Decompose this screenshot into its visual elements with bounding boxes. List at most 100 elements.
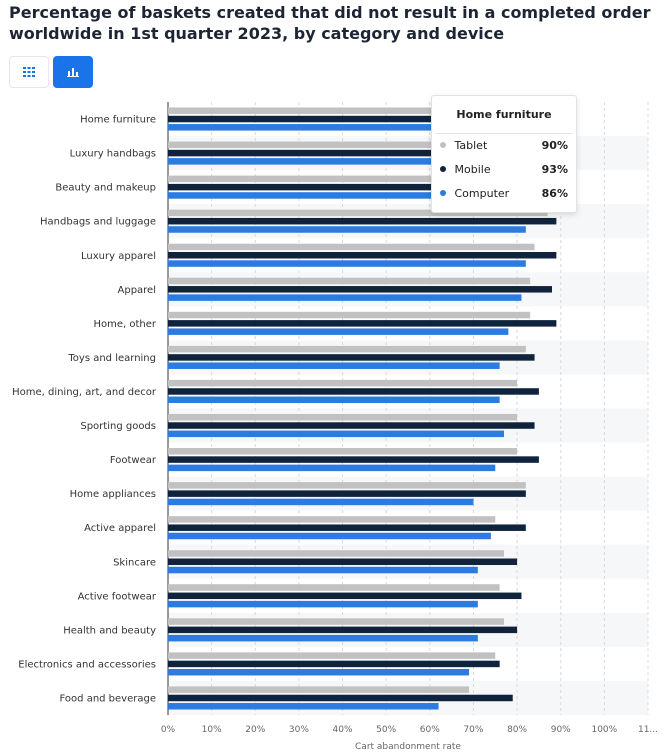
tablet-legend-dot — [440, 142, 446, 148]
category-label: Sporting goods — [80, 421, 156, 432]
tooltip-value: 93% — [541, 163, 568, 176]
bar-computer[interactable] — [168, 703, 439, 710]
bar-computer[interactable] — [168, 634, 478, 642]
tooltip-row-mobile: Mobile 93% — [432, 158, 576, 182]
category-label: Home furniture — [80, 115, 156, 126]
bar-mobile[interactable] — [168, 660, 500, 668]
tooltip-value: 86% — [541, 187, 568, 200]
category-label: Health and beauty — [63, 625, 156, 636]
bar-chart-icon — [67, 68, 79, 77]
bar-tablet[interactable] — [168, 175, 548, 183]
bar-mobile[interactable] — [168, 592, 522, 600]
bar-tablet[interactable] — [168, 482, 526, 489]
bar-computer[interactable] — [168, 260, 526, 267]
tooltip-row-tablet: Tablet 90% — [432, 134, 576, 158]
x-tick-label: 10% — [202, 725, 222, 735]
x-tick-label: 100% — [591, 725, 617, 735]
x-tick-label: 30% — [289, 725, 309, 735]
bar-mobile[interactable] — [168, 252, 557, 259]
category-label: Skincare — [113, 557, 156, 568]
category-label: Active footwear — [78, 591, 157, 602]
bar-tablet[interactable] — [168, 516, 496, 523]
bar-mobile[interactable] — [168, 286, 552, 293]
tooltip-label: Mobile — [454, 163, 491, 176]
bar-computer[interactable] — [168, 430, 504, 438]
tooltip-title: Home furniture — [436, 96, 572, 134]
category-label: Apparel — [118, 285, 157, 296]
bar-computer[interactable] — [168, 158, 539, 165]
bar-computer[interactable] — [168, 396, 500, 404]
tooltip-value: 90% — [541, 139, 568, 152]
bar-tablet[interactable] — [168, 277, 531, 285]
x-tick-label: 80% — [507, 725, 527, 735]
bar-mobile[interactable] — [168, 558, 518, 566]
grid-icon — [23, 67, 35, 77]
bar-mobile[interactable] — [168, 149, 566, 157]
category-label: Electronics and accessories — [18, 659, 156, 670]
category-label: Luxury handbags — [70, 149, 156, 160]
x-axis-label: Cart abandonment rate — [355, 742, 461, 752]
bar-computer[interactable] — [168, 192, 535, 199]
category-label: Home, other — [93, 319, 156, 330]
bar-mobile[interactable] — [168, 320, 557, 327]
bar-tablet[interactable] — [168, 686, 470, 693]
bar-computer[interactable] — [168, 294, 522, 301]
bar-computer[interactable] — [168, 532, 491, 540]
bar-tablet[interactable] — [168, 618, 504, 625]
x-tick-label: 40% — [333, 725, 353, 735]
bar-tablet[interactable] — [168, 379, 518, 387]
x-tick-label: 11... — [638, 725, 658, 735]
bar-tablet[interactable] — [168, 448, 518, 455]
bar-tablet[interactable] — [168, 209, 548, 217]
bar-computer[interactable] — [168, 566, 478, 574]
category-label: Home appliances — [70, 489, 156, 500]
category-label: Beauty and makeup — [55, 183, 156, 194]
bar-mobile[interactable] — [168, 354, 535, 361]
bar-mobile[interactable] — [168, 626, 518, 634]
bar-computer[interactable] — [168, 668, 470, 676]
x-tick-label: 50% — [376, 725, 396, 735]
bar-computer[interactable] — [168, 226, 526, 233]
bar-mobile[interactable] — [168, 115, 574, 123]
bar-mobile[interactable] — [168, 388, 539, 395]
bar-mobile[interactable] — [168, 217, 557, 225]
bar-mobile[interactable] — [168, 694, 513, 702]
tooltip-label: Tablet — [454, 139, 488, 152]
computer-legend-dot — [440, 190, 446, 196]
bar-tablet[interactable] — [168, 141, 557, 149]
x-tick-label: 60% — [420, 725, 440, 735]
chart-title: Percentage of baskets created that did n… — [9, 3, 651, 43]
category-label: Handbags and luggage — [40, 217, 156, 228]
mobile-legend-dot — [440, 166, 446, 172]
bar-tablet[interactable] — [168, 550, 504, 557]
bar-computer[interactable] — [168, 124, 544, 131]
bar-computer[interactable] — [168, 328, 509, 335]
bar-tablet[interactable] — [168, 243, 535, 251]
bar-tablet[interactable] — [168, 311, 531, 319]
x-tick-label: 20% — [245, 725, 265, 735]
bar-mobile[interactable] — [168, 456, 539, 463]
bar-mobile[interactable] — [168, 422, 535, 429]
bar-computer[interactable] — [168, 498, 474, 506]
category-label: Home, dining, art, and decor — [12, 387, 157, 398]
x-tick-label: 70% — [463, 725, 483, 735]
view-toggle — [9, 56, 93, 88]
table-view-button[interactable] — [9, 56, 49, 88]
bar-tablet[interactable] — [168, 413, 518, 421]
bar-tablet[interactable] — [168, 107, 561, 114]
bar-computer[interactable] — [168, 362, 500, 369]
bar-mobile[interactable] — [168, 490, 526, 497]
bar-tablet[interactable] — [168, 345, 526, 353]
category-label: Footwear — [110, 455, 157, 466]
tooltip: Home furniture Tablet 90% Mobile 93% Com… — [431, 95, 577, 213]
category-label: Active apparel — [84, 523, 156, 534]
bar-tablet[interactable] — [168, 584, 500, 591]
bar-computer[interactable] — [168, 600, 478, 608]
bar-mobile[interactable] — [168, 524, 526, 531]
bar-mobile[interactable] — [168, 183, 561, 191]
tooltip-label: Computer — [454, 187, 510, 200]
chart-view-button[interactable] — [53, 56, 93, 88]
bar-tablet[interactable] — [168, 652, 496, 659]
x-tick-label: 0% — [161, 725, 176, 735]
bar-computer[interactable] — [168, 464, 496, 472]
